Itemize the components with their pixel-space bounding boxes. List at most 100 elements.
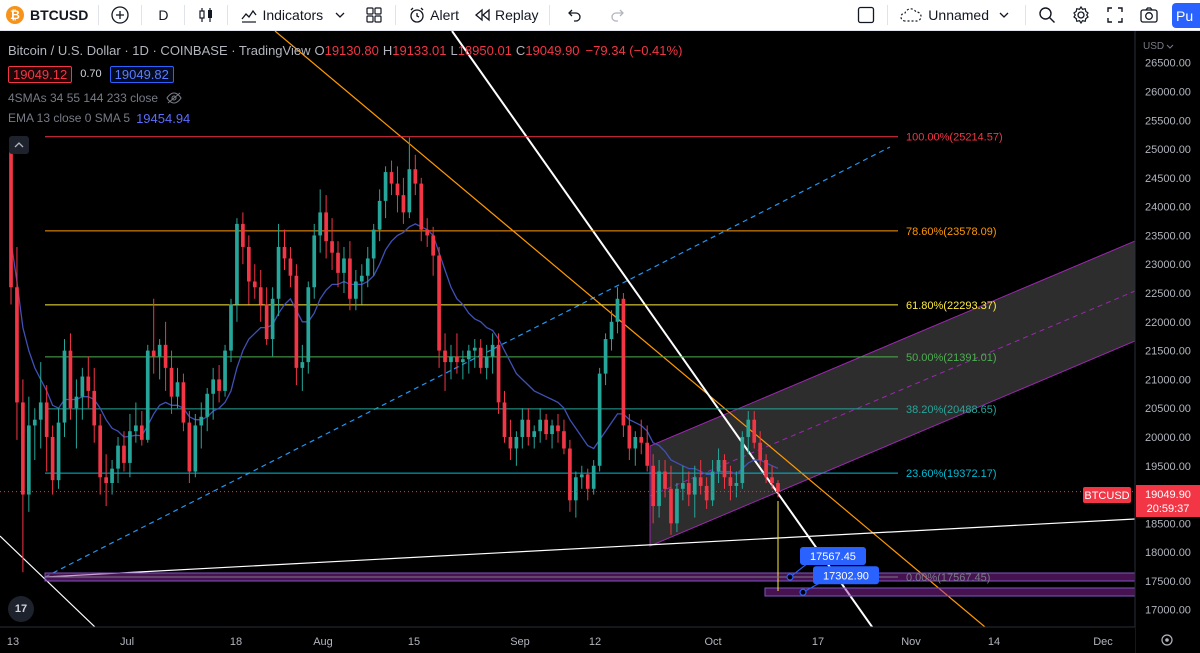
undo-button[interactable] [554,0,596,31]
ema-line [10,223,779,476]
chevron-down-icon[interactable] [329,4,351,26]
candle-body [342,258,346,273]
axis-settings-button[interactable] [1161,634,1173,646]
symbol-search-button[interactable]: ₿ BTCUSD [0,0,94,31]
candle-body [585,474,590,489]
candle-body [490,344,495,357]
indicators-button[interactable]: Indicators [232,0,357,31]
channel-midline [649,290,1135,497]
chevron-up-icon [14,142,24,148]
symbol-name: BTCUSD [30,7,89,23]
candle-body [758,442,763,461]
alert-label: Alert [430,7,459,23]
price-tick-label: 26500.00 [1145,58,1191,70]
interval-button[interactable]: D [146,0,180,31]
chevron-down-icon [993,4,1015,26]
candle-body [627,425,632,449]
redo-button[interactable] [596,0,638,31]
price-tick-label: 21500.00 [1145,346,1191,358]
time-axis[interactable]: 13 Jul 18 Aug 15 Sep 12 Oct 17 Nov 14 Dec [7,636,1113,648]
toolbar-divider [1025,5,1026,25]
ema-indicator-label: EMA 13 close 0 SMA 5 [8,111,131,125]
candle-body [223,350,227,391]
white-trendline-descending[interactable] [451,31,875,631]
candle-body [645,442,650,466]
alert-button[interactable]: Alert [400,0,465,31]
replay-button[interactable]: Replay [465,0,545,31]
fib-level-label: 78.60%(23578.09) [906,226,997,238]
candle-body [80,376,85,397]
candle-body [211,379,215,394]
time-tick-label: 18 [230,636,242,648]
candle-body [9,151,13,288]
sma-indicator-row[interactable]: 4SMAs 34 55 144 233 close [8,88,682,108]
candle-body [710,471,715,501]
checkbox-icon [855,4,877,26]
price-callouts[interactable]: 17567.45 17302.90 [786,547,879,596]
candle-body [544,419,548,435]
fib-retracement[interactable]: 100.00%(25214.57) 78.60%(23578.09) 61.80%(… [45,132,1003,584]
candle-body [508,436,513,449]
candle-body [324,212,328,242]
blue-callout-upper-label: 17567.45 [810,551,856,563]
eye-hidden-icon[interactable] [166,92,182,104]
ema-polyline [10,223,779,476]
candle-body [746,419,751,437]
add-symbol-icon [109,4,131,26]
chevron-down-icon[interactable] [1166,44,1174,49]
legend-title-row[interactable]: Bitcoin / U.S. Dollar · 1D · COINBASE · … [8,40,682,60]
candle-body [639,436,644,443]
support-zone-lower[interactable] [764,587,1135,597]
orange-trendline[interactable] [274,31,986,627]
price-axis-background [1135,31,1200,653]
price-tick-label: 23500.00 [1145,230,1191,242]
candle-body [633,436,638,449]
price-tick-label: 26000.00 [1145,86,1191,98]
alert-icon [406,4,428,26]
tradingview-logo[interactable]: 17 [8,596,34,622]
layout-menu-button[interactable]: Unnamed [892,0,1021,31]
currency-label[interactable]: USD [1143,41,1164,52]
candle-body [520,419,525,437]
candle-body [354,281,358,299]
time-tick-label: 14 [988,636,1000,648]
candle-body [532,431,537,437]
legend-collapse-button[interactable] [9,136,29,154]
price-tick-label: 20500.00 [1145,403,1191,415]
ask-button[interactable]: 19049.82 [109,65,174,83]
toolbar-divider [184,5,186,25]
toolbar-divider [98,5,100,25]
bid-button[interactable]: 19049.12 [8,65,73,83]
blue-callout-upper-pointer [789,562,809,578]
ema-indicator-row[interactable]: EMA 13 close 0 SMA 5 19454.94 [8,108,682,128]
settings-icon [1161,634,1173,646]
plot-area[interactable]: 100.00%(25214.57) 78.60%(23578.09) 61.80%(… [0,31,1135,631]
publish-button[interactable]: Pu [1172,3,1200,28]
search-button[interactable] [1030,0,1064,31]
top-toolbar: ₿ BTCUSD D Indicators [0,0,1200,31]
price-tick-label: 20000.00 [1145,432,1191,444]
settings-button[interactable] [1064,0,1098,31]
settings-icon [1070,4,1092,26]
time-tick-label: Sep [510,636,530,648]
candle-body [15,287,19,403]
price-chart[interactable]: 100.00%(25214.57) 78.60%(23578.09) 61.80%(… [0,31,1200,653]
chart-type-button[interactable] [189,0,223,31]
candle-body [579,474,584,478]
candle-body [229,304,233,351]
compare-symbol-button[interactable] [103,0,137,31]
white-trendline-support[interactable] [44,518,1135,578]
fullscreen-button[interactable] [1098,0,1132,31]
candle-body [300,362,305,368]
candle-body [56,422,61,481]
snapshot-button[interactable] [1132,0,1166,31]
price-tick-label: 25500.00 [1145,115,1191,127]
last-price-tag-background [1136,485,1200,517]
low-value: 18950.01 [457,42,512,58]
symbol-description: Bitcoin / U.S. Dollar · 1D · COINBASE · … [8,42,311,58]
layout-checkbox[interactable] [849,0,883,31]
price-change: −79.34 (−0.41%) [585,42,683,58]
candle-body [496,344,501,403]
templates-button[interactable] [357,0,391,31]
candle-body [603,339,608,374]
